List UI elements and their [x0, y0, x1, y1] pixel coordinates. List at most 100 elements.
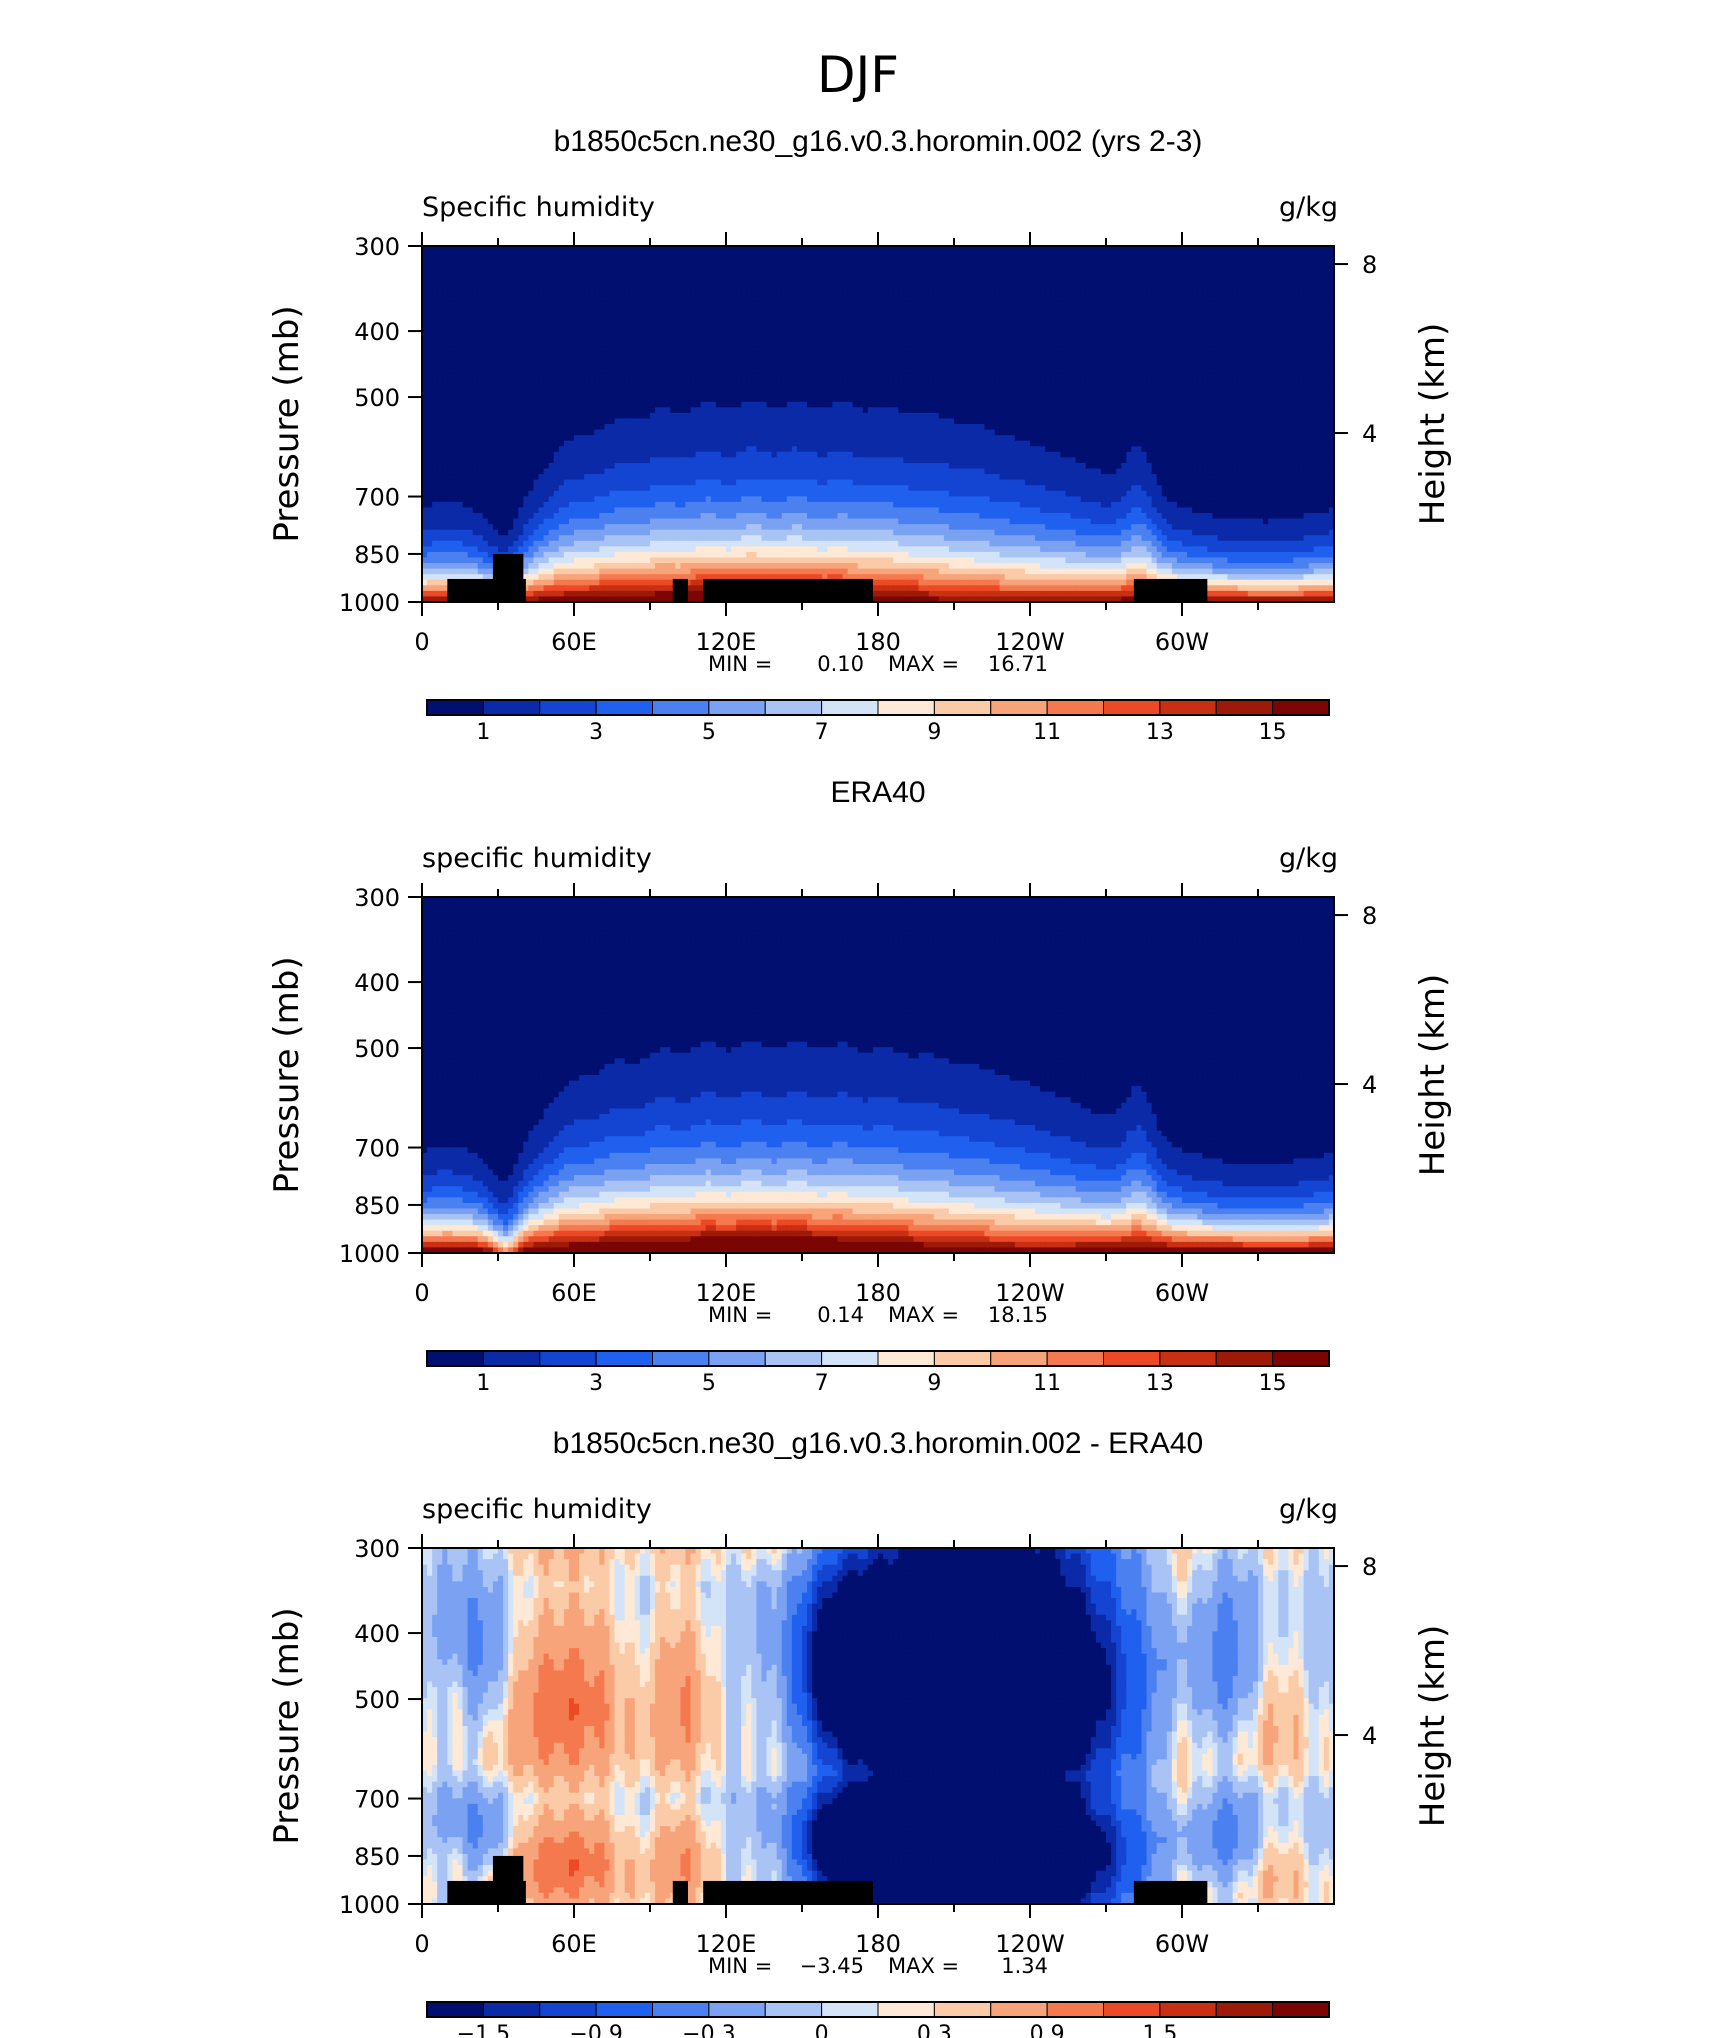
field-cell — [518, 340, 524, 347]
field-cell — [1100, 323, 1107, 331]
field-cell — [644, 340, 651, 347]
field-cell — [1273, 329, 1279, 336]
field-cell — [487, 257, 494, 264]
field-cell — [452, 307, 459, 314]
field-cell — [1258, 379, 1264, 386]
field-cell — [908, 251, 915, 258]
field-cell — [1273, 312, 1279, 319]
field-cell — [1303, 257, 1310, 264]
field-cell — [660, 362, 666, 369]
field-cell — [989, 335, 996, 342]
field-cell — [751, 301, 757, 308]
field-cell — [543, 362, 550, 369]
field-cell — [705, 318, 712, 325]
field-cell — [594, 312, 600, 319]
field-cell — [1040, 268, 1046, 275]
field-cell — [1273, 385, 1279, 392]
field-cell — [852, 307, 859, 314]
field-cell — [715, 257, 722, 264]
field-cell — [422, 273, 428, 280]
field-cell — [933, 323, 940, 331]
field-cell — [1030, 251, 1036, 258]
field-cell — [594, 335, 600, 342]
field-cell — [928, 273, 935, 280]
field-cell — [923, 396, 930, 403]
field-cell — [1232, 385, 1239, 392]
field-cell — [1283, 268, 1289, 275]
field-cell — [720, 362, 727, 369]
field-cell — [1207, 346, 1213, 353]
field-cell — [452, 373, 459, 381]
field-cell — [467, 273, 474, 280]
field-cell — [452, 362, 459, 369]
field-cell — [513, 373, 519, 381]
field-cell — [589, 329, 595, 336]
field-cell — [700, 368, 707, 375]
field-cell — [710, 368, 717, 375]
field-cell — [786, 262, 793, 269]
field-cell — [1232, 329, 1239, 336]
field-cell — [1111, 346, 1117, 353]
field-cell — [842, 251, 849, 258]
field-cell — [1146, 329, 1153, 336]
field-cell — [462, 362, 469, 369]
field-cell — [776, 379, 783, 386]
field-cell — [1060, 373, 1067, 381]
field-cell — [908, 390, 915, 397]
field-cell — [1288, 307, 1295, 314]
field-cell — [776, 357, 783, 364]
field-cell — [660, 329, 666, 336]
field-cell — [518, 301, 524, 308]
field-cell — [827, 362, 833, 369]
field-cell — [898, 312, 904, 319]
field-cell — [1040, 329, 1046, 336]
field-cell — [984, 346, 991, 353]
field-cell — [928, 296, 935, 303]
field-cell — [1166, 251, 1173, 258]
field-cell — [832, 346, 839, 353]
field-cell — [584, 296, 590, 303]
field-cell — [746, 262, 752, 269]
field-cell — [574, 323, 580, 331]
field-cell — [1146, 346, 1153, 353]
field-cell — [1090, 268, 1097, 275]
field-cell — [503, 262, 509, 269]
field-cell — [1055, 329, 1061, 336]
field-cell — [1182, 340, 1188, 347]
field-cell — [533, 251, 540, 258]
field-cell — [619, 340, 626, 347]
field-cell — [1273, 268, 1279, 275]
field-cell — [746, 340, 752, 347]
field-cell — [974, 340, 980, 347]
field-cell — [862, 390, 869, 397]
field-cell — [1126, 307, 1132, 314]
field-cell — [472, 323, 479, 331]
field-cell — [1192, 323, 1198, 331]
field-cell — [513, 335, 519, 342]
field-cell — [508, 312, 514, 319]
field-cell — [1252, 357, 1259, 364]
field-cell — [472, 251, 479, 258]
field-cell — [579, 329, 585, 336]
field-cell — [624, 246, 631, 253]
field-cell — [1045, 246, 1051, 253]
field-cell — [817, 246, 823, 253]
field-cell — [908, 318, 915, 325]
field-cell — [1126, 346, 1132, 353]
field-cell — [807, 279, 813, 286]
field-cell — [766, 351, 773, 358]
field-cell — [872, 318, 879, 325]
field-cell — [878, 379, 884, 386]
field-cell — [1293, 307, 1300, 314]
field-cell — [533, 257, 540, 264]
field-cell — [1313, 284, 1320, 292]
field-cell — [1313, 246, 1320, 253]
field-cell — [1217, 323, 1224, 331]
field-cell — [1318, 379, 1325, 386]
field-cell — [1323, 301, 1330, 308]
field-cell — [1217, 329, 1224, 336]
field-cell — [1050, 273, 1056, 280]
field-cell — [1075, 390, 1082, 397]
field-cell — [1242, 390, 1249, 397]
field-cell — [695, 296, 702, 303]
